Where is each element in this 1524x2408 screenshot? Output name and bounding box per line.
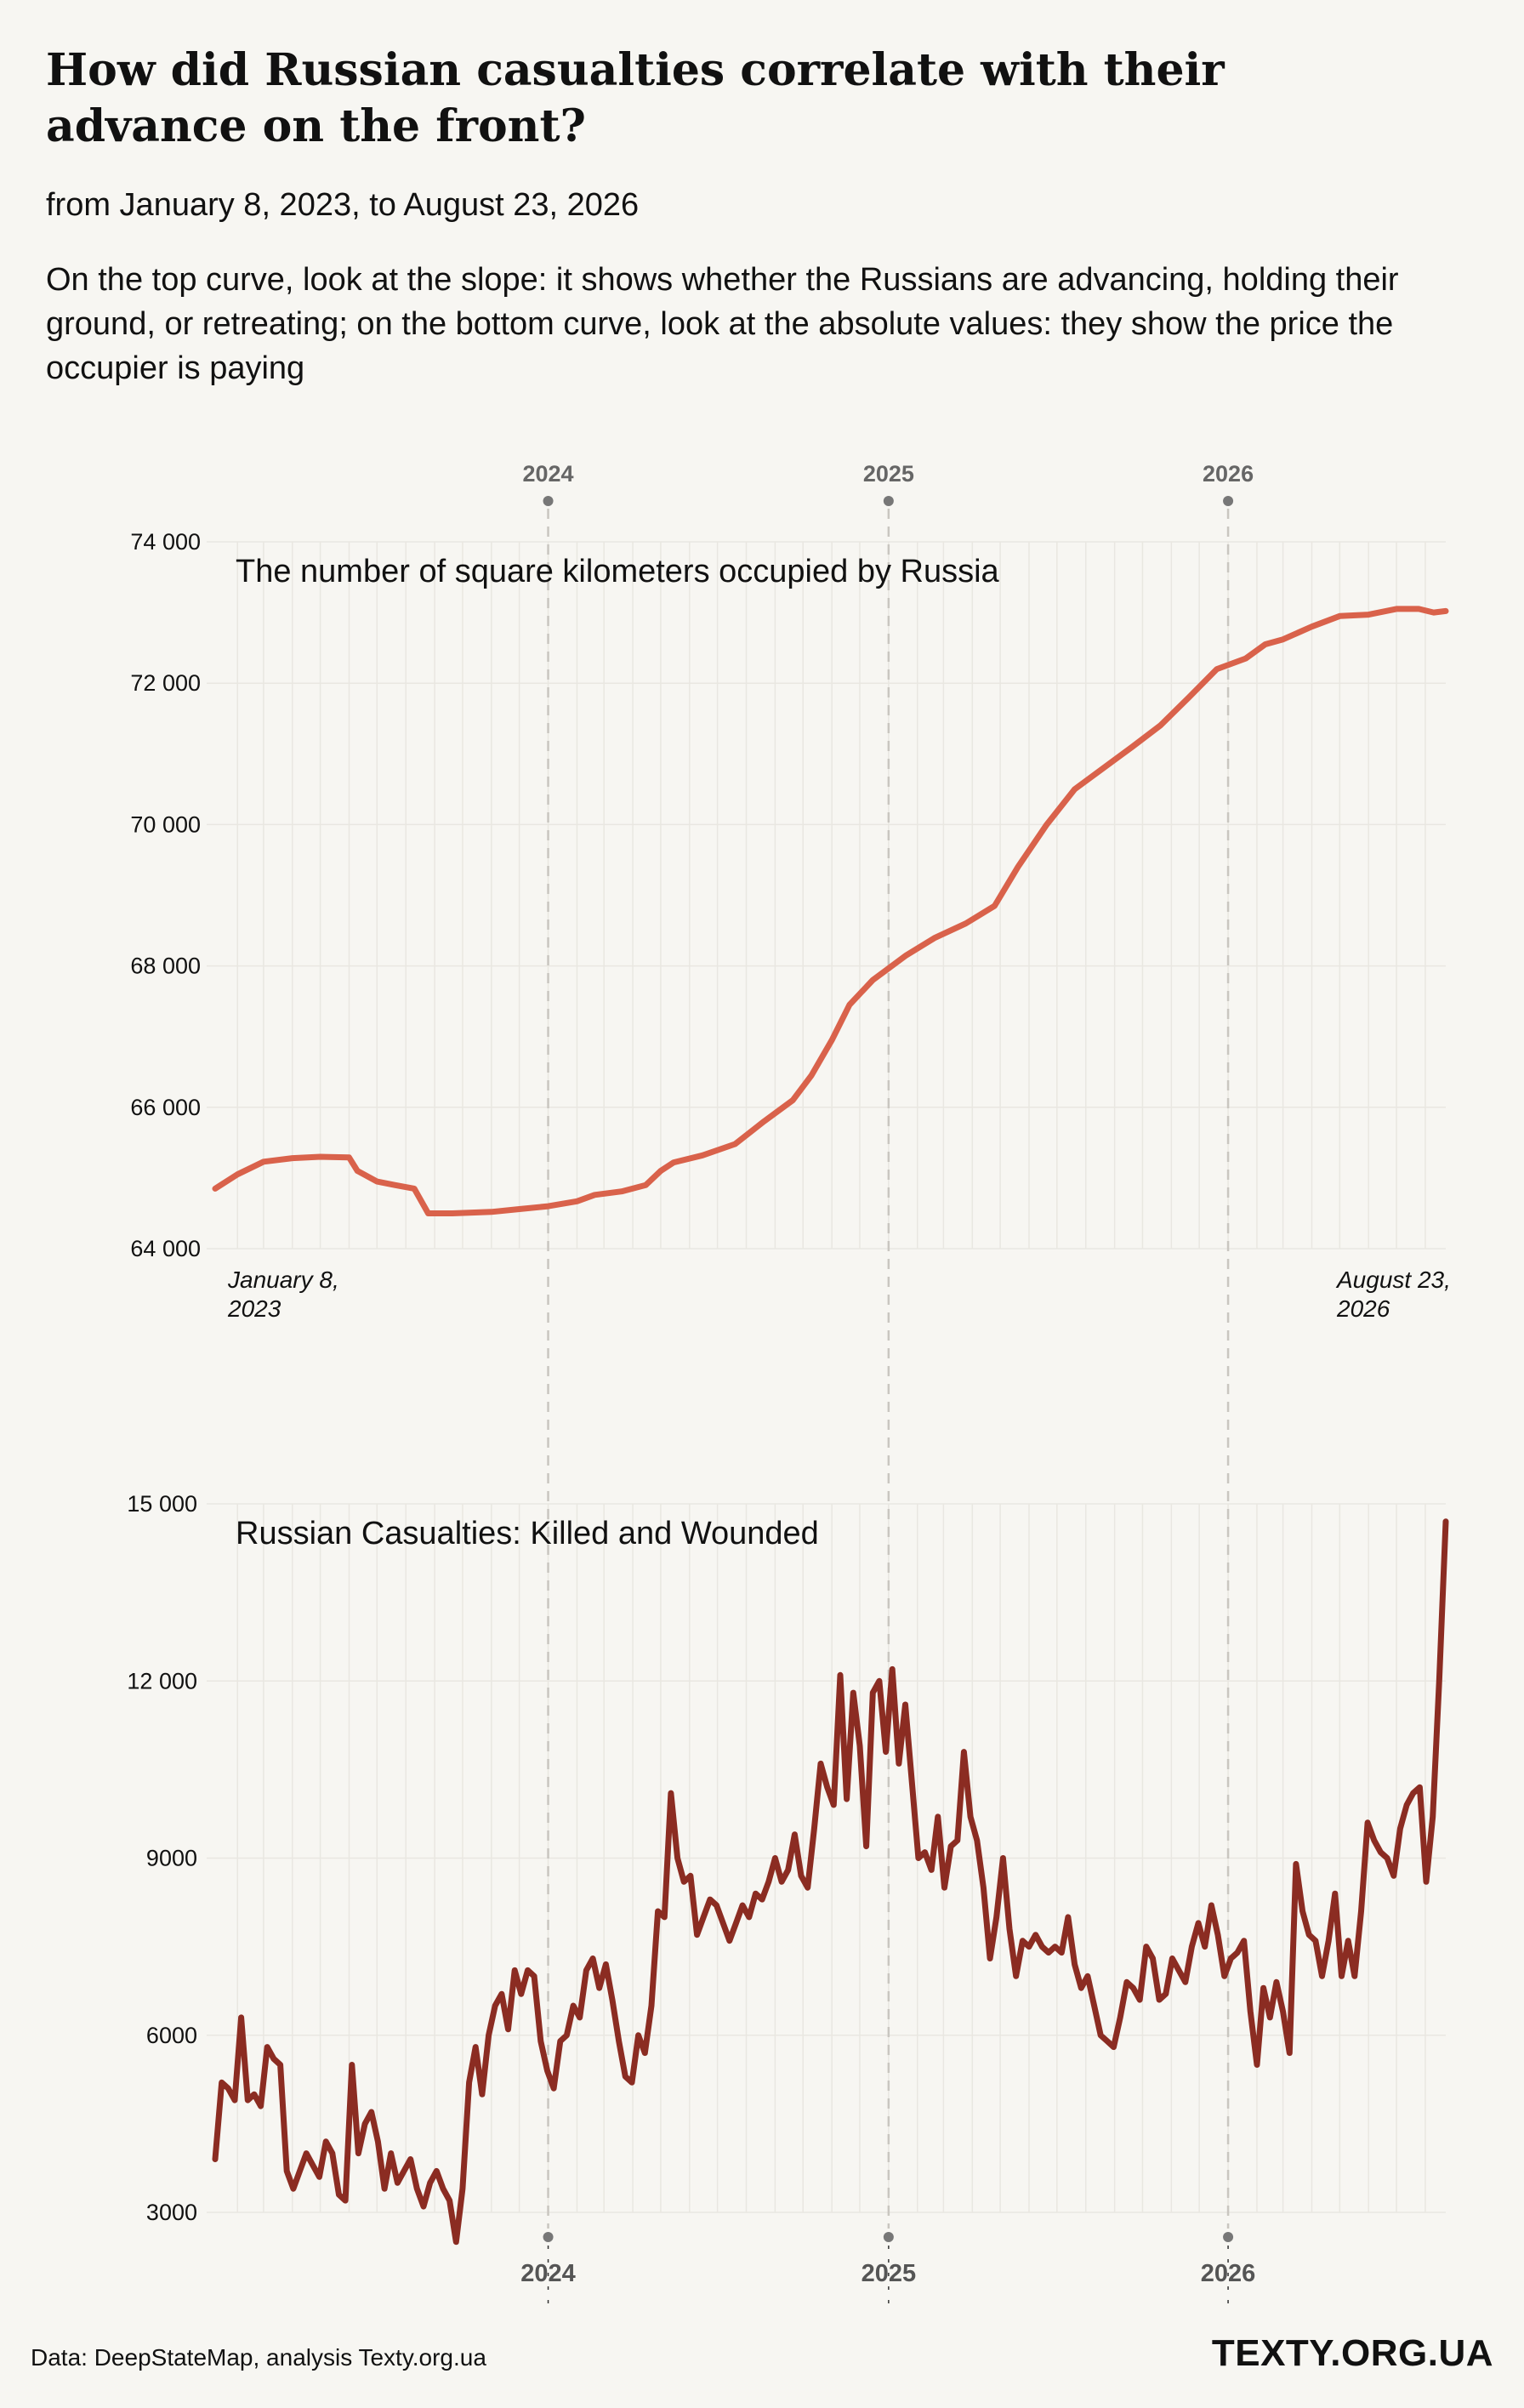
y-tick-label: 68 000 [130,954,201,979]
year-label-top: 2025 [863,461,914,487]
y-tick-label: 12 000 [127,1668,197,1694]
grid-lines-1 [207,541,1446,1250]
chart-subtitle: from January 8, 2023, to August 23, 2026 [46,187,640,223]
year-marker-dot-bottom [1223,2232,1234,2242]
x-start-label: January 8, 2023 [227,1267,339,1322]
casualties-series-line [212,1518,1449,2246]
y-tick-label: 3000 [146,2200,197,2225]
y-tick-label: 9000 [146,1846,197,1871]
year-marker-dot-top [543,496,554,506]
year-label-bottom: 2026 [1201,2260,1256,2287]
grid-lines-2 [207,1503,1446,2213]
year-label-top: 2026 [1203,461,1254,487]
x-end-label: August 23, 2026 [1335,1267,1451,1322]
year-marker-dot-top [883,496,894,506]
data-source-note: Data: DeepStateMap, analysis Texty.org.u… [31,2344,486,2371]
y-tick-label: 66 000 [130,1095,201,1120]
panel-title: The number of square kilometers occupied… [236,554,1000,589]
y-tick-label: 74 000 [130,529,201,555]
y-tick-label: 64 000 [130,1236,201,1261]
brand-logo[interactable]: TEXTY.ORG.UA [1211,2332,1493,2374]
year-label-bottom: 2025 [862,2260,917,2287]
year-marker-dot-top [1223,496,1234,506]
year-marker-dot-bottom [543,2232,554,2242]
y-tick-label: 70 000 [130,811,201,837]
panel-title: Russian Casualties: Killed and Wounded [236,1516,819,1551]
year-marker-dot-bottom [883,2232,894,2242]
y-tick-label: 15 000 [127,1491,197,1517]
year-label-top: 2024 [523,461,574,487]
y-tick-label: 72 000 [130,670,201,696]
chart-title: How did Russian casualties correlate wit… [46,44,1225,152]
y-tick-label: 6000 [146,2023,197,2048]
year-label-bottom: 2024 [520,2260,576,2287]
territory-series-line [212,606,1449,1216]
chart-description: On the top curve, look at the slope: it … [46,262,1399,386]
